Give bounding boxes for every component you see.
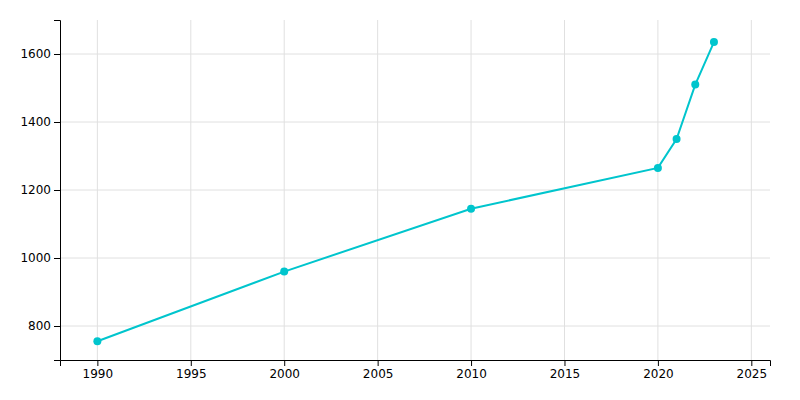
tick-label: 800: [28, 319, 51, 333]
tick-mark: [54, 258, 60, 259]
tick: 2000: [269, 360, 300, 381]
tick-mark: [54, 190, 60, 191]
point: [654, 164, 662, 172]
tick-label: 1995: [176, 367, 207, 381]
tick: 1000: [20, 251, 60, 265]
point: [280, 268, 288, 276]
grid-line: [60, 326, 770, 327]
tick-mark: [54, 326, 60, 327]
tick: 1995: [176, 360, 207, 381]
chart-svg: 1990 1995 2000 2005 2010 2015 2020 2025 800 1000 1…: [0, 0, 800, 400]
grid-line: [60, 258, 770, 259]
tick: 2010: [456, 360, 487, 381]
tick-mark: [658, 360, 659, 366]
tick: 2015: [550, 360, 581, 381]
tick-mark: [191, 360, 192, 366]
tick: 1600: [20, 47, 60, 61]
tick-label: 1200: [20, 183, 51, 197]
grid-line: [60, 190, 770, 191]
grid: [60, 20, 770, 360]
grid-line: [60, 122, 770, 123]
tick-label: 2005: [363, 367, 394, 381]
plot-area: [93, 38, 718, 345]
line: [97, 42, 714, 341]
axis-line: [61, 361, 771, 367]
point: [673, 135, 681, 143]
tick-label: 2015: [550, 367, 581, 381]
tick-mark: [378, 360, 379, 366]
x-axis: 1990 1995 2000 2005 2010 2015 2020 2025: [61, 360, 771, 381]
tick-label: 2020: [643, 367, 674, 381]
axis-line: [54, 21, 61, 361]
tick-mark: [751, 360, 752, 366]
tick: 800: [28, 319, 60, 333]
tick-label: 1400: [20, 115, 51, 129]
point: [691, 81, 699, 89]
tick-label: 2000: [269, 367, 300, 381]
tick-label: 1000: [20, 251, 51, 265]
tick: 2020: [643, 360, 674, 381]
tick: 1200: [20, 183, 60, 197]
grid-line: [60, 54, 770, 55]
point: [467, 205, 475, 213]
point: [710, 38, 718, 46]
tick: 1400: [20, 115, 60, 129]
y-axis: 800 1000 1200 1400 1600: [20, 21, 60, 361]
tick: 2005: [363, 360, 394, 381]
tick-label: 1600: [20, 47, 51, 61]
chart-container: 1990 1995 2000 2005 2010 2015 2020 2025 800 1000 1…: [0, 0, 800, 400]
tick-mark: [284, 360, 285, 366]
tick: 2025: [737, 360, 768, 381]
tick-label: 2010: [456, 367, 487, 381]
tick-mark: [97, 360, 98, 366]
point: [93, 337, 101, 345]
tick-label: 1990: [83, 367, 114, 381]
tick-mark: [564, 360, 565, 366]
tick-mark: [54, 54, 60, 55]
tick-mark: [54, 122, 60, 123]
tick-mark: [471, 360, 472, 366]
tick-label: 2025: [737, 367, 768, 381]
tick: 1990: [83, 360, 114, 381]
